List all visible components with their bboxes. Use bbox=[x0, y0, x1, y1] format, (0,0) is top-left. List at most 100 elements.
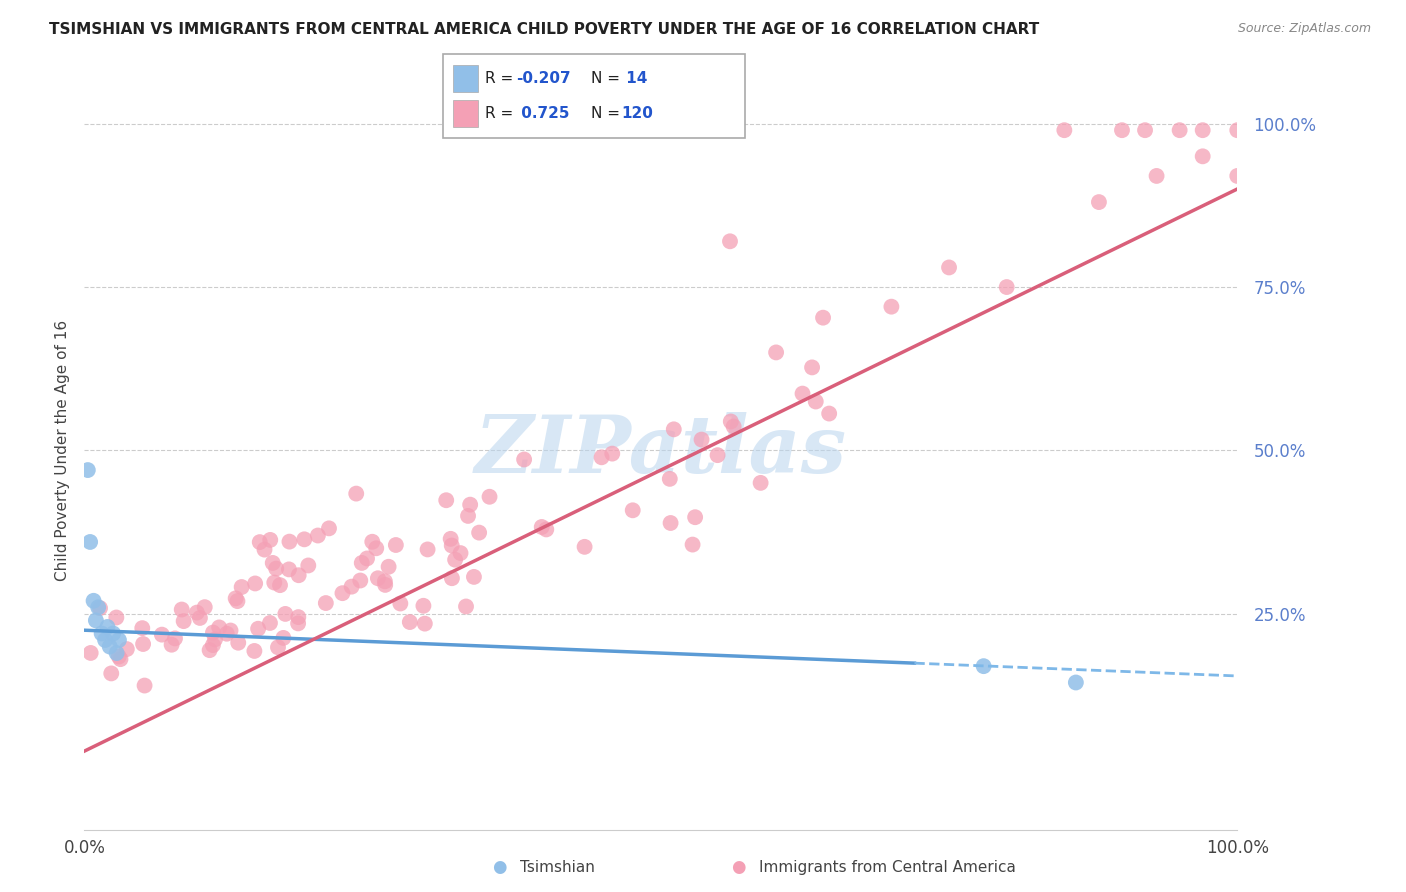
Point bbox=[536, 523, 558, 537]
Point bbox=[297, 558, 319, 573]
Point bbox=[262, 556, 284, 570]
Text: ●: ● bbox=[731, 858, 745, 876]
Point bbox=[267, 640, 290, 655]
Point bbox=[100, 666, 122, 681]
Point bbox=[600, 447, 623, 461]
Point bbox=[315, 596, 337, 610]
Point bbox=[374, 574, 396, 589]
Point bbox=[973, 659, 995, 673]
Point bbox=[454, 599, 477, 614]
Point bbox=[385, 538, 408, 552]
Text: 0.725: 0.725 bbox=[516, 106, 569, 120]
Point bbox=[253, 542, 276, 557]
Point bbox=[450, 546, 472, 560]
Point bbox=[880, 300, 903, 314]
Point bbox=[811, 310, 834, 325]
Point bbox=[160, 638, 183, 652]
Point bbox=[720, 414, 742, 428]
Text: TSIMSHIAN VS IMMIGRANTS FROM CENTRAL AMERICA CHILD POVERTY UNDER THE AGE OF 16 C: TSIMSHIAN VS IMMIGRANTS FROM CENTRAL AME… bbox=[49, 22, 1039, 37]
Point bbox=[344, 486, 367, 500]
Point bbox=[208, 620, 231, 634]
Point bbox=[264, 561, 287, 575]
Point bbox=[80, 646, 103, 660]
Point bbox=[356, 551, 378, 566]
Point bbox=[188, 611, 211, 625]
Point bbox=[76, 463, 98, 477]
Point bbox=[765, 345, 787, 359]
Point bbox=[103, 626, 124, 640]
Point bbox=[204, 632, 226, 647]
Point bbox=[389, 597, 412, 611]
Point bbox=[530, 520, 553, 534]
Point bbox=[1191, 123, 1213, 137]
Text: ZIPatlas: ZIPatlas bbox=[475, 412, 846, 489]
Point bbox=[1226, 123, 1249, 137]
Point bbox=[105, 646, 128, 660]
Text: -0.207: -0.207 bbox=[516, 71, 571, 86]
Point bbox=[1191, 149, 1213, 163]
Point bbox=[366, 541, 388, 556]
Text: R =: R = bbox=[485, 106, 523, 120]
Point bbox=[440, 539, 463, 553]
Point bbox=[723, 419, 745, 434]
Point bbox=[107, 649, 129, 664]
Point bbox=[201, 638, 224, 652]
Point bbox=[163, 632, 186, 646]
Point bbox=[374, 578, 396, 592]
Point bbox=[90, 626, 112, 640]
Point bbox=[457, 508, 479, 523]
Point bbox=[412, 599, 434, 613]
Point bbox=[801, 360, 824, 375]
Point bbox=[398, 615, 420, 629]
Text: Immigrants from Central America: Immigrants from Central America bbox=[759, 860, 1017, 874]
Point bbox=[1064, 675, 1087, 690]
Point bbox=[98, 640, 121, 654]
Point bbox=[659, 516, 682, 530]
Point bbox=[718, 235, 741, 249]
Point bbox=[318, 521, 340, 535]
Point bbox=[89, 601, 111, 615]
Point bbox=[287, 610, 309, 624]
Point bbox=[440, 532, 463, 546]
Point bbox=[463, 570, 485, 584]
Point bbox=[194, 600, 217, 615]
Text: R =: R = bbox=[485, 71, 519, 86]
Point bbox=[658, 472, 681, 486]
Point bbox=[662, 422, 685, 436]
Point bbox=[259, 533, 281, 547]
Point bbox=[350, 556, 373, 570]
Point bbox=[444, 552, 467, 566]
Point bbox=[307, 528, 329, 542]
Point bbox=[243, 576, 266, 591]
Point bbox=[682, 538, 704, 552]
Point bbox=[468, 525, 491, 540]
Point bbox=[132, 637, 155, 651]
Point bbox=[263, 575, 285, 590]
Point bbox=[621, 503, 644, 517]
Point bbox=[115, 642, 138, 657]
Point bbox=[131, 621, 153, 635]
Point bbox=[96, 620, 118, 634]
Text: 14: 14 bbox=[621, 71, 648, 86]
Point bbox=[1146, 169, 1168, 183]
Point bbox=[792, 386, 814, 401]
Point bbox=[278, 534, 301, 549]
Point bbox=[749, 475, 772, 490]
Point bbox=[706, 448, 728, 462]
Text: 120: 120 bbox=[621, 106, 654, 120]
Point bbox=[84, 614, 107, 628]
Point bbox=[434, 493, 457, 508]
Point bbox=[1133, 123, 1156, 137]
Point bbox=[340, 580, 363, 594]
Point bbox=[690, 433, 713, 447]
Point bbox=[215, 626, 238, 640]
Point bbox=[108, 633, 131, 648]
Point bbox=[273, 631, 295, 645]
Point bbox=[574, 540, 596, 554]
Text: ●: ● bbox=[492, 858, 506, 876]
Point bbox=[361, 534, 384, 549]
Point bbox=[1053, 123, 1076, 137]
Point bbox=[249, 535, 271, 549]
Point bbox=[226, 594, 249, 608]
Point bbox=[818, 407, 841, 421]
